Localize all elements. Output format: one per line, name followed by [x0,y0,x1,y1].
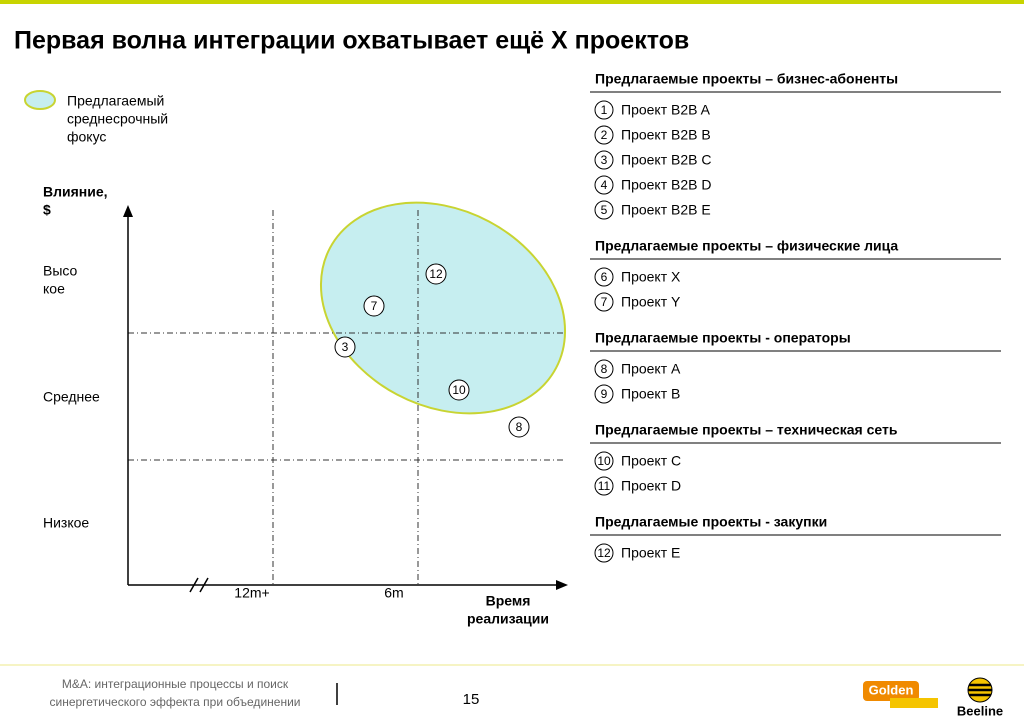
badge-number: 11 [598,479,611,493]
project-label: Проект Y [621,294,681,310]
logo-right: Beeline [957,703,1003,718]
number-badge [363,295,385,317]
section-heading: Предлагаемые проекты - операторы [595,330,851,346]
number-badge [508,416,530,438]
logo-left-box [863,681,919,701]
x-level-label: 6m [384,585,403,601]
project-label: Проект D [621,478,681,494]
project-label: Проект B2B D [621,177,711,193]
badge-number: 12 [597,546,611,560]
footer-note: синергетического эффекта при объединении [50,695,301,709]
slide-title: Первая волна интеграции охватывает ещё X… [14,27,689,55]
top-bar [0,0,1024,4]
project-label: Проект C [621,453,681,469]
project-label: Проект B [621,386,680,402]
number-badge [425,263,447,285]
number-badge [594,200,614,220]
badge-number: 4 [601,178,608,192]
legend-label: фокус [67,129,106,145]
x-axis-title: Время [486,593,531,609]
badge-number: 10 [597,454,611,468]
number-badge [594,359,614,379]
x-arrow [556,580,568,590]
section-heading: Предлагаемые проекты – физические лица [595,238,898,254]
number-badge [594,150,614,170]
badge-number: 1 [601,103,608,117]
badge-number: 8 [601,362,608,376]
diagram [123,201,568,593]
number-badge [594,292,614,312]
x-axis-title: реализации [467,611,549,627]
project-label: Проект B2B A [621,102,711,118]
badge-number: 6 [601,270,608,284]
legend-label: Предлагаемый [67,93,164,109]
page-number: 15 [463,691,480,708]
y-axis-title: Влияние, [43,184,108,200]
y-level-label: кое [43,281,65,297]
badge-number: 5 [601,203,608,217]
project-label: Проект B2B C [621,152,711,168]
y-level-label: Высо [43,263,78,279]
legend-label: среднесрочный [67,111,168,127]
logo-left-strip [890,698,938,708]
number-badge [594,476,614,496]
axis-break [189,577,199,593]
section-heading: Предлагаемые проекты - закупки [595,514,827,530]
badge-number: 9 [601,387,608,401]
badge-number: 10 [452,383,466,397]
legend-swatch [24,90,56,110]
y-level-label: Среднее [43,389,100,405]
number-badge [594,451,614,471]
grid [128,210,565,585]
project-label: Проект A [621,361,681,377]
focus-ellipse [319,201,567,415]
badge-number: 7 [601,295,608,309]
badge-number: 3 [342,340,349,354]
number-badge [334,336,356,358]
badge-number: 7 [371,299,378,313]
x-level-label: 12m+ [234,585,269,601]
logo-left: Golden [869,682,914,697]
footer-note: M&A: интеграционные процессы и поиск [62,677,289,691]
number-badge [594,125,614,145]
number-badge [594,100,614,120]
project-label: Проект E [621,545,680,561]
project-label: Проект X [621,269,681,285]
number-badge [594,267,614,287]
section-heading: Предлагаемые проекты – бизнес-абоненты [595,71,898,87]
number-badge [594,175,614,195]
badge-number: 2 [601,128,608,142]
y-level-label: Низкое [43,515,89,531]
logo-right-stripes [968,683,992,697]
badge-number: 3 [601,153,608,167]
y-axis-title: $ [43,202,51,218]
number-badge [594,384,614,404]
y-arrow [123,205,133,217]
number-badge [594,543,614,563]
project-label: Проект B2B B [621,127,711,143]
project-label: Проект B2B E [621,202,711,218]
section-heading: Предлагаемые проекты – техническая сеть [595,422,898,438]
axis-break [199,577,209,593]
number-badge [448,379,470,401]
badge-number: 12 [429,267,443,281]
badge-number: 8 [516,420,523,434]
